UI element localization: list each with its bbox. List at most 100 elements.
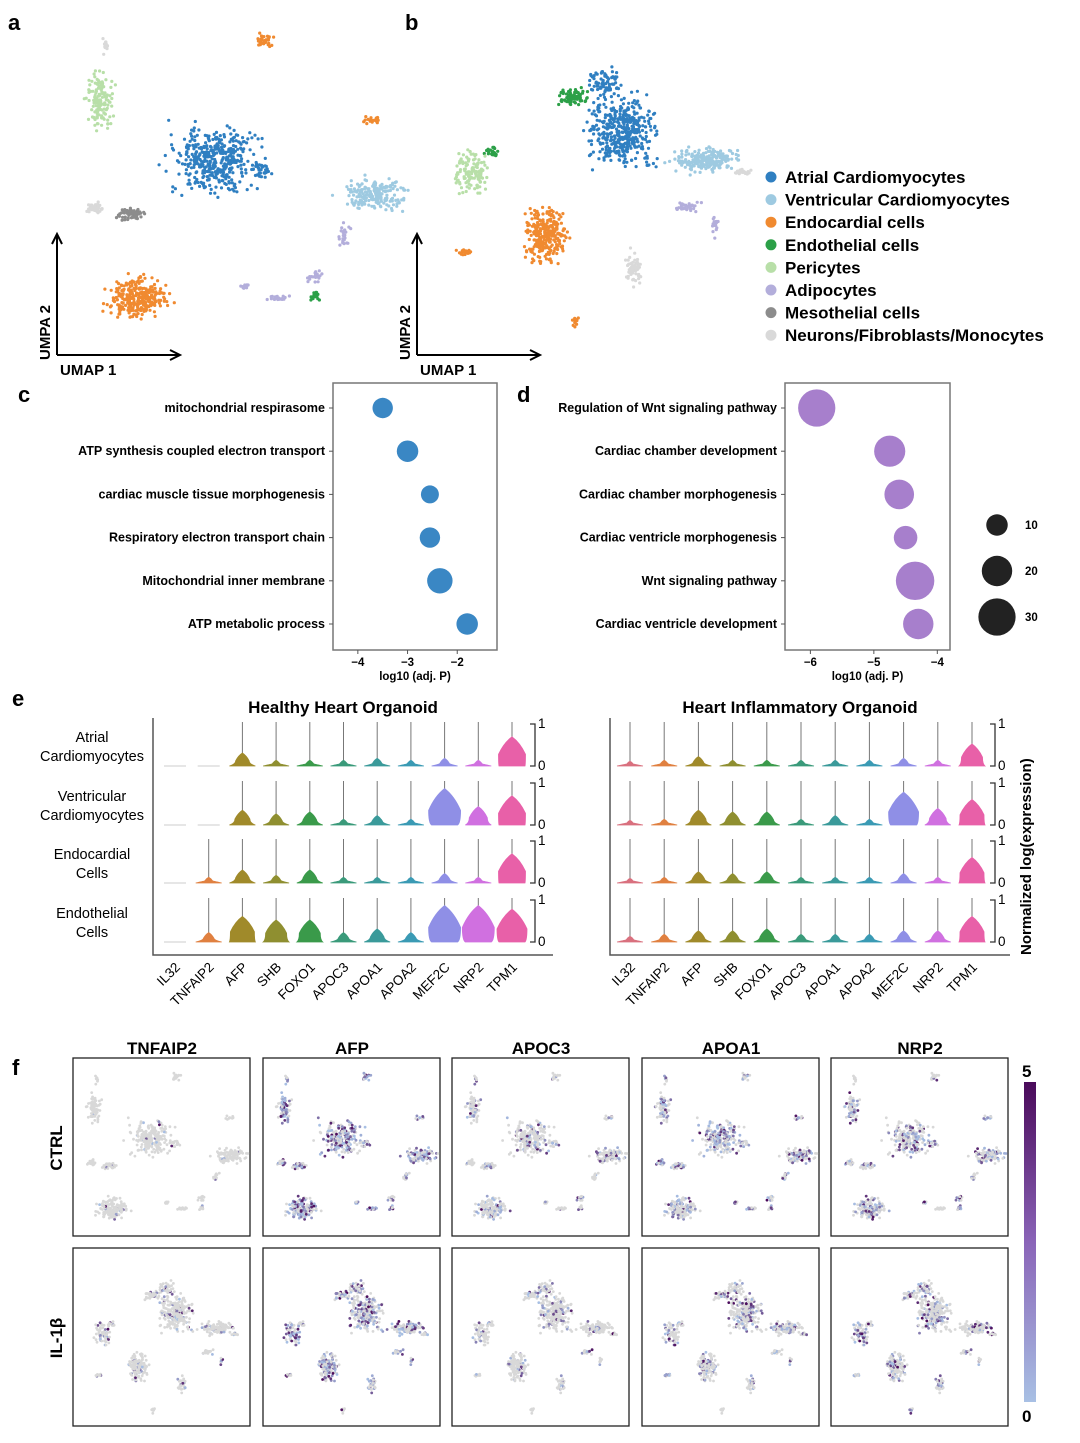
umap-point [385, 193, 389, 197]
feature-point [98, 1203, 101, 1206]
umap-point [598, 93, 603, 97]
feature-gene-title: AFP [335, 1039, 369, 1058]
umap-point [461, 153, 465, 157]
umap-point [575, 318, 579, 323]
umap-point [613, 77, 617, 81]
umap-point [482, 160, 486, 164]
feature-point [137, 1129, 140, 1133]
umap-point [90, 108, 94, 112]
umap-point [619, 98, 624, 102]
feature-point [160, 1137, 164, 1141]
umap-point [313, 293, 317, 297]
umap-point [126, 209, 130, 213]
feature-point [515, 1135, 519, 1138]
umap-point [590, 112, 594, 116]
umap-point [93, 75, 97, 79]
umap-point [655, 157, 659, 161]
umap-point [584, 99, 588, 103]
feature-point [160, 1149, 163, 1152]
umap-point [253, 133, 257, 137]
feature-point [106, 1194, 110, 1198]
cell-type-label: Cardiomyocytes [40, 749, 144, 765]
violin [651, 818, 678, 826]
feature-point [359, 1133, 363, 1137]
feature-point [528, 1140, 532, 1144]
umap-point [589, 139, 594, 143]
umap-point [473, 153, 477, 158]
umap-point [118, 292, 122, 296]
feature-point [246, 1152, 250, 1155]
violin [616, 819, 644, 826]
umap-point [280, 297, 284, 301]
umap-point [523, 212, 527, 216]
feature-point [421, 1158, 425, 1162]
umap-point [108, 100, 112, 104]
umap-point [374, 191, 378, 196]
umap-point [622, 125, 626, 129]
umap-a-ylabel: UMPA 2 [37, 305, 54, 360]
umap-point [309, 298, 313, 302]
gene-label: IL32 [154, 960, 183, 989]
umap-point [391, 187, 395, 191]
violin [364, 757, 391, 767]
umap-point [736, 148, 740, 153]
umap-point [602, 95, 607, 99]
feature-point [347, 1120, 351, 1124]
gene-label: SHB [254, 960, 284, 990]
umap-point [109, 311, 113, 315]
feature-point [243, 1157, 247, 1160]
feature-point [303, 1217, 306, 1221]
umap-point [461, 249, 465, 254]
umap-point [695, 200, 699, 204]
umap-point [139, 215, 143, 219]
feature-point [292, 1165, 296, 1169]
umap-point [379, 185, 383, 190]
umap-point [215, 135, 219, 140]
umap-point [164, 169, 168, 173]
umap-point [150, 302, 154, 306]
umap-point [477, 177, 481, 181]
umap-point [649, 116, 653, 121]
umap-point [559, 215, 563, 219]
feature-point [291, 1208, 294, 1211]
umap-point [466, 170, 470, 174]
umap-point [612, 138, 616, 142]
umap-point [459, 186, 464, 190]
umap-point [677, 206, 681, 210]
feature-point [310, 1210, 313, 1214]
umap-point [269, 295, 273, 299]
umap-point [114, 290, 118, 294]
feature-point [367, 1074, 370, 1078]
umap-point [610, 108, 614, 113]
feature-point [94, 1213, 97, 1217]
cell-type-label: Atrial [75, 730, 108, 746]
feature-point [417, 1159, 420, 1163]
umap-point [153, 293, 157, 297]
umap-point [627, 101, 631, 105]
feature-point [539, 1129, 543, 1133]
feature-point [93, 1119, 97, 1122]
umap-point [159, 287, 163, 291]
umap-point [609, 135, 614, 139]
feature-point [280, 1121, 284, 1125]
umap-point [96, 200, 100, 204]
umap-point [698, 170, 702, 174]
umap-point [236, 147, 240, 151]
violin [431, 873, 458, 884]
umap-point [237, 140, 241, 144]
umap-point [602, 102, 606, 106]
umap-point [221, 164, 225, 168]
umap-point [589, 72, 593, 77]
umap-point [343, 236, 347, 240]
umap-point [272, 297, 276, 301]
feature-point [172, 1141, 175, 1145]
feature-point [160, 1123, 164, 1127]
umap-point [363, 173, 367, 177]
umap-point [622, 96, 626, 100]
umap-point [598, 103, 602, 107]
feature-point [218, 1147, 222, 1150]
feature-point [132, 1137, 135, 1141]
umap-point [566, 97, 570, 101]
umap-point [651, 112, 656, 116]
umap-point [640, 128, 645, 133]
